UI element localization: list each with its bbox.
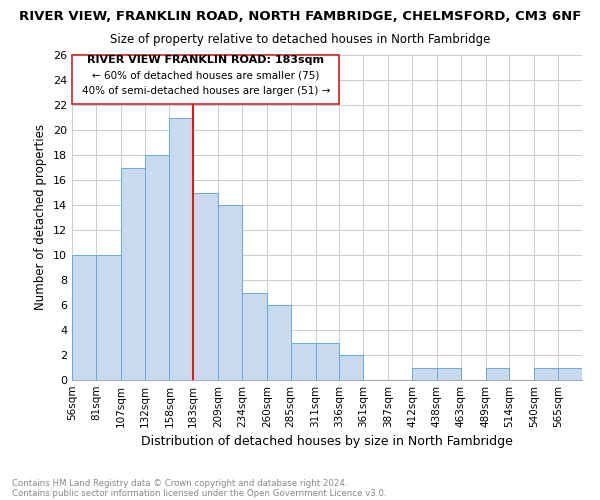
Bar: [218, 205, 242, 380]
Bar: [316, 342, 340, 380]
Bar: [412, 368, 437, 380]
Text: Size of property relative to detached houses in North Fambridge: Size of property relative to detached ho…: [110, 32, 490, 46]
Text: ← 60% of detached houses are smaller (75): ← 60% of detached houses are smaller (75…: [92, 70, 319, 80]
Bar: [242, 292, 267, 380]
Y-axis label: Number of detached properties: Number of detached properties: [34, 124, 47, 310]
Text: 40% of semi-detached houses are larger (51) →: 40% of semi-detached houses are larger (…: [82, 86, 330, 96]
Bar: [72, 55, 340, 104]
Text: RIVER VIEW FRANKLIN ROAD: 183sqm: RIVER VIEW FRANKLIN ROAD: 183sqm: [87, 55, 324, 65]
Bar: [193, 192, 218, 380]
Bar: [340, 355, 363, 380]
Bar: [96, 255, 121, 380]
X-axis label: Distribution of detached houses by size in North Fambridge: Distribution of detached houses by size …: [141, 436, 513, 448]
Bar: [145, 155, 169, 380]
Bar: [534, 368, 558, 380]
Bar: [558, 368, 582, 380]
Bar: [267, 305, 291, 380]
Bar: [485, 368, 509, 380]
Bar: [291, 342, 316, 380]
Bar: [437, 368, 461, 380]
Bar: [169, 118, 193, 380]
Text: Contains HM Land Registry data © Crown copyright and database right 2024.: Contains HM Land Registry data © Crown c…: [12, 478, 347, 488]
Bar: [121, 168, 145, 380]
Text: Contains public sector information licensed under the Open Government Licence v3: Contains public sector information licen…: [12, 488, 386, 498]
Bar: [72, 255, 96, 380]
Text: RIVER VIEW, FRANKLIN ROAD, NORTH FAMBRIDGE, CHELMSFORD, CM3 6NF: RIVER VIEW, FRANKLIN ROAD, NORTH FAMBRID…: [19, 10, 581, 23]
